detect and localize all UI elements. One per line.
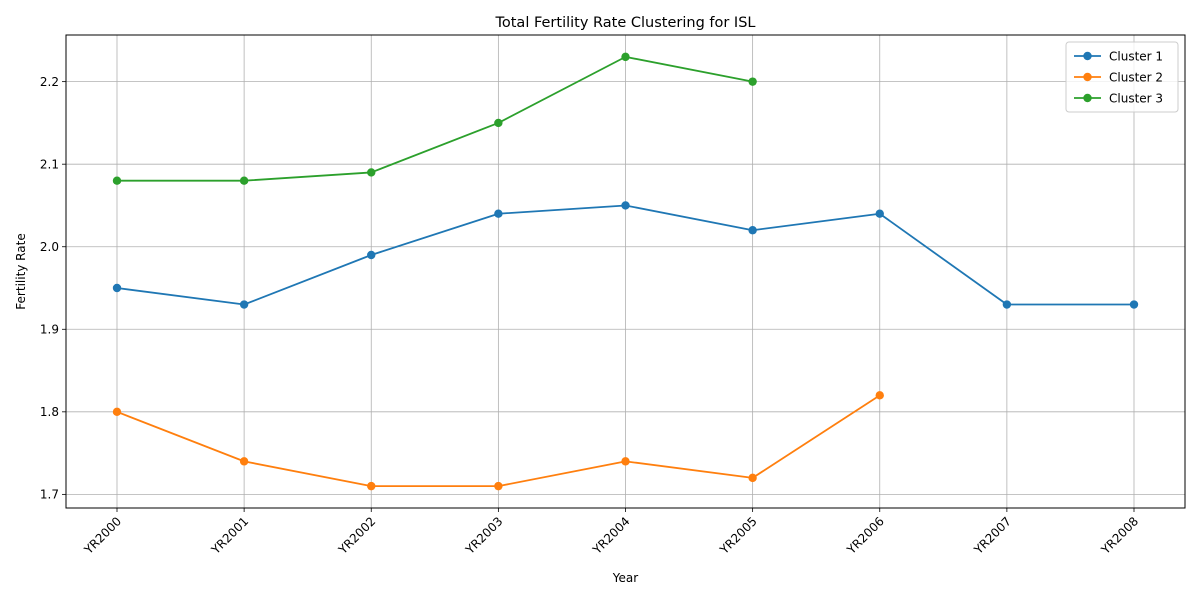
legend: Cluster 1 Cluster 2 Cluster 3 [1065, 41, 1179, 113]
data-point-cluster-3 [494, 118, 503, 128]
data-point-cluster-2 [239, 457, 249, 466]
data-point-cluster-2 [748, 473, 757, 483]
series-layer [112, 52, 1139, 491]
data-point-cluster-2 [367, 481, 376, 491]
data-point-cluster-1 [621, 201, 630, 210]
legend-box [1065, 41, 1179, 113]
data-point-cluster-1 [748, 226, 757, 235]
data-point-cluster-2 [112, 407, 122, 417]
y-tick-label: 2.2 [40, 75, 59, 89]
data-point-cluster-1 [112, 283, 122, 293]
series-line-cluster-3 [117, 55, 753, 182]
y-tick-label: 1.9 [40, 323, 59, 337]
data-point-cluster-3 [112, 176, 122, 185]
grid-layer [66, 35, 1185, 508]
data-point-cluster-1 [875, 209, 884, 218]
legend-marker [1083, 93, 1092, 103]
y-tick-label: 1.8 [40, 405, 59, 419]
data-point-cluster-1 [494, 209, 503, 218]
legend-marker [1083, 51, 1092, 61]
legend-marker [1083, 72, 1092, 82]
data-point-cluster-2 [621, 457, 630, 466]
data-point-cluster-2 [875, 391, 884, 400]
y-tick-label: 1.7 [40, 488, 59, 502]
y-tick-label: 2.1 [40, 157, 59, 171]
data-point-cluster-2 [494, 481, 503, 491]
data-point-cluster-1 [1129, 300, 1139, 309]
legend-label: Cluster 1 [1109, 49, 1163, 63]
data-point-cluster-3 [748, 77, 757, 86]
legend-label: Cluster 3 [1109, 91, 1163, 105]
y-tick-label: 2.0 [40, 240, 59, 254]
data-point-cluster-1 [1002, 300, 1012, 309]
data-point-cluster-3 [367, 168, 376, 177]
data-point-cluster-1 [239, 300, 249, 309]
data-point-cluster-1 [367, 250, 376, 260]
chart-title: Total Fertility Rate Clustering for ISL [494, 15, 755, 31]
data-point-cluster-3 [621, 52, 630, 62]
legend-label: Cluster 2 [1109, 70, 1163, 84]
x-axis-label: Year [612, 571, 638, 585]
data-point-cluster-3 [239, 176, 249, 185]
y-axis-label: Fertility Rate [14, 233, 28, 309]
